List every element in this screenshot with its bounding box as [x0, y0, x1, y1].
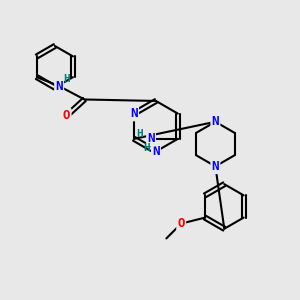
Text: N: N: [147, 132, 155, 146]
Text: O: O: [63, 109, 70, 122]
Text: N: N: [56, 80, 63, 93]
Text: N: N: [212, 115, 219, 128]
Text: H: H: [136, 129, 142, 140]
Text: N: N: [212, 160, 219, 173]
Text: O: O: [178, 217, 185, 230]
Text: H: H: [63, 74, 70, 84]
Text: N: N: [152, 145, 160, 158]
Text: N: N: [130, 107, 138, 120]
Text: H: H: [143, 143, 150, 153]
